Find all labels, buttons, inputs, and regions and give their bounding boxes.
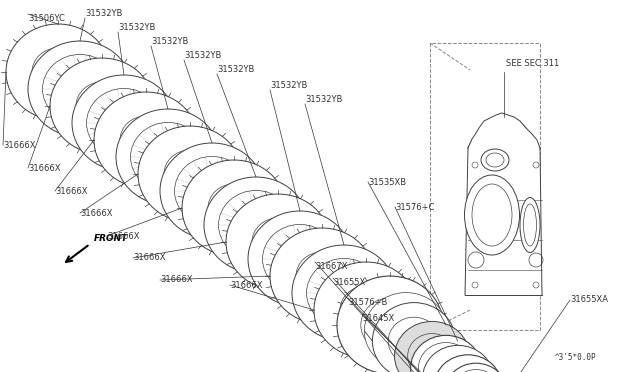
Text: 31535XB: 31535XB xyxy=(368,177,406,186)
Ellipse shape xyxy=(72,75,176,171)
Ellipse shape xyxy=(182,160,286,256)
Ellipse shape xyxy=(28,41,132,137)
Ellipse shape xyxy=(6,24,110,120)
Ellipse shape xyxy=(465,175,520,255)
Ellipse shape xyxy=(314,262,418,358)
Ellipse shape xyxy=(226,194,330,290)
Ellipse shape xyxy=(411,336,481,372)
Text: 31667X: 31667X xyxy=(315,262,348,271)
Text: 31532YB: 31532YB xyxy=(118,23,156,32)
Polygon shape xyxy=(468,113,540,148)
Ellipse shape xyxy=(481,149,509,171)
Text: 31532YB: 31532YB xyxy=(151,37,188,46)
Ellipse shape xyxy=(116,109,220,205)
Text: 31666X: 31666X xyxy=(133,253,166,263)
Ellipse shape xyxy=(434,355,502,372)
Text: 31666X: 31666X xyxy=(55,186,88,196)
Ellipse shape xyxy=(445,363,507,372)
Text: 31532YB: 31532YB xyxy=(305,95,342,104)
Ellipse shape xyxy=(204,177,308,273)
Text: 31532YB: 31532YB xyxy=(270,81,307,90)
Text: SEE SEC.311: SEE SEC.311 xyxy=(506,59,559,68)
Text: 31666X: 31666X xyxy=(80,208,113,218)
Text: 31506YC: 31506YC xyxy=(28,14,65,23)
Ellipse shape xyxy=(364,293,447,369)
Text: 31532YB: 31532YB xyxy=(184,51,221,60)
Text: 31666X: 31666X xyxy=(28,164,61,173)
Text: 31645X: 31645X xyxy=(362,314,394,323)
Text: 31532YB: 31532YB xyxy=(85,9,122,18)
Text: 31666X: 31666X xyxy=(230,280,262,289)
Text: 31666X: 31666X xyxy=(107,231,140,241)
Polygon shape xyxy=(465,148,542,295)
Text: 31576+C: 31576+C xyxy=(395,202,435,212)
Ellipse shape xyxy=(160,143,264,239)
Text: 31666X: 31666X xyxy=(3,141,35,150)
Text: 31532YB: 31532YB xyxy=(217,65,254,74)
Text: 31655XA: 31655XA xyxy=(570,295,608,305)
Text: FRONT: FRONT xyxy=(94,234,128,243)
Ellipse shape xyxy=(520,198,540,253)
Ellipse shape xyxy=(50,58,154,154)
Ellipse shape xyxy=(372,302,456,372)
Ellipse shape xyxy=(94,92,198,188)
Ellipse shape xyxy=(270,228,374,324)
Ellipse shape xyxy=(292,245,396,341)
Ellipse shape xyxy=(337,276,443,372)
Ellipse shape xyxy=(422,345,493,372)
Ellipse shape xyxy=(394,321,469,372)
Ellipse shape xyxy=(248,211,352,307)
Text: ^3'5*0.0P: ^3'5*0.0P xyxy=(554,353,596,362)
Text: 31666X: 31666X xyxy=(160,276,193,285)
Ellipse shape xyxy=(138,126,242,222)
Text: 31655X: 31655X xyxy=(333,278,365,287)
Text: 31576+B: 31576+B xyxy=(348,298,387,307)
